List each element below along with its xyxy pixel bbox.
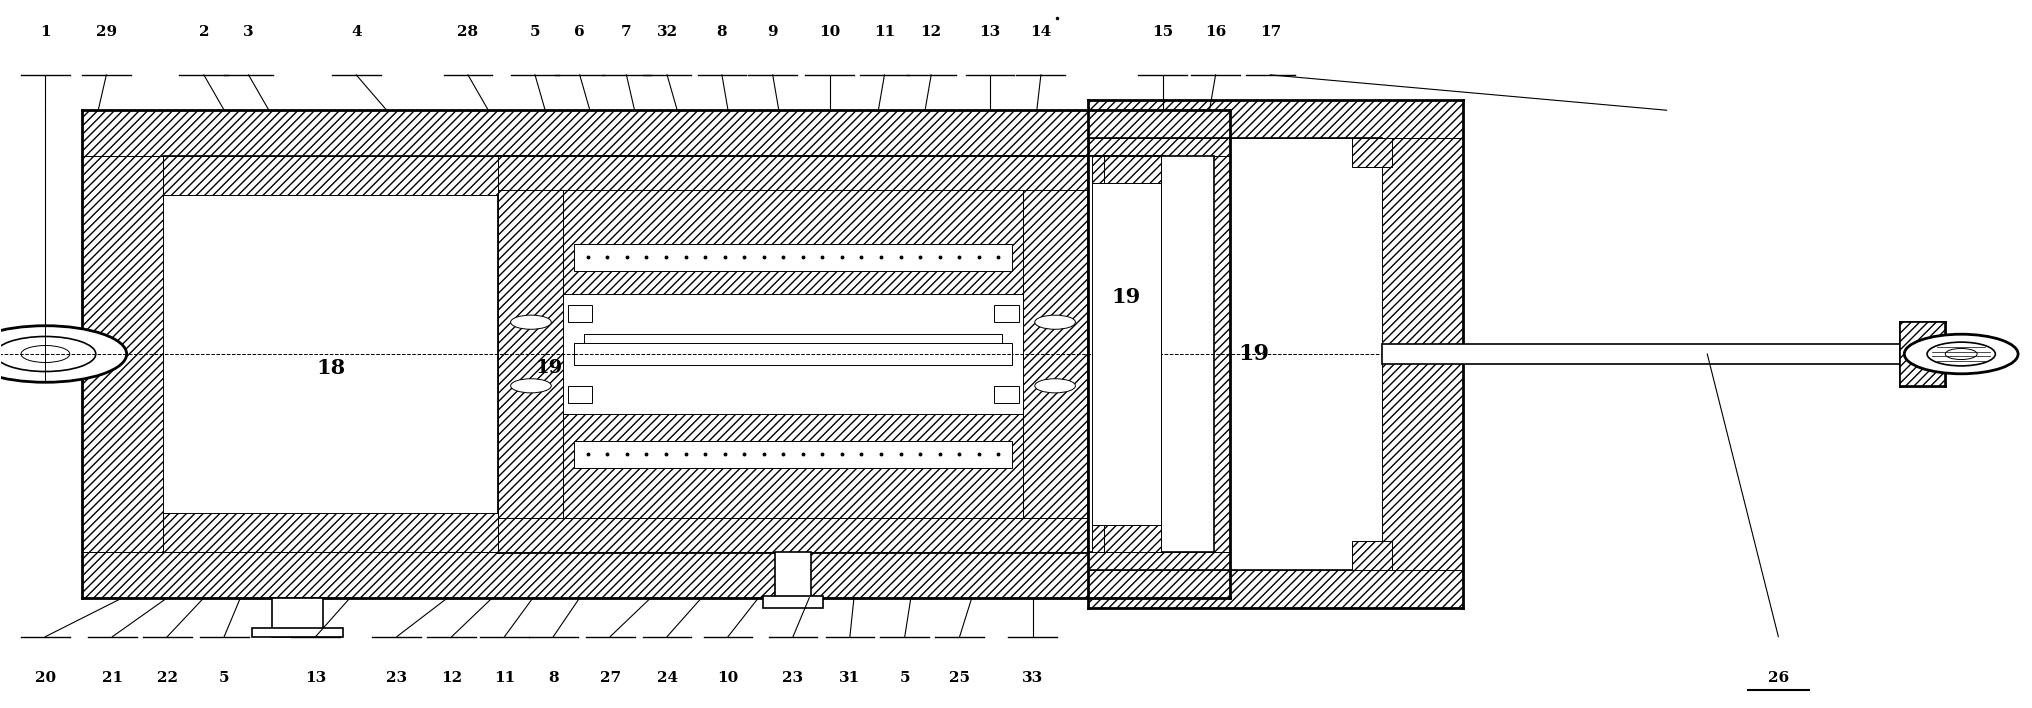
Bar <box>1022 190 1087 518</box>
Circle shape <box>1034 379 1075 393</box>
Text: 16: 16 <box>1205 25 1225 40</box>
Text: 8: 8 <box>715 25 727 40</box>
Text: 12: 12 <box>920 25 941 40</box>
Text: 23: 23 <box>386 670 406 685</box>
Circle shape <box>1926 342 1993 366</box>
Bar <box>498 518 1087 552</box>
Text: 32: 32 <box>656 25 677 40</box>
Text: 19: 19 <box>534 359 563 377</box>
Bar <box>994 304 1018 322</box>
Text: 15: 15 <box>1152 25 1172 40</box>
Bar <box>1091 156 1160 552</box>
Bar <box>1164 156 1229 552</box>
Circle shape <box>510 315 551 329</box>
Bar <box>272 598 323 636</box>
Text: 23: 23 <box>782 670 803 685</box>
Bar <box>498 156 1087 190</box>
Text: 29: 29 <box>96 25 118 40</box>
Bar <box>1087 569 1463 608</box>
Bar <box>81 552 1229 598</box>
Circle shape <box>1904 334 2018 374</box>
Bar <box>1900 322 1945 386</box>
Circle shape <box>0 336 96 372</box>
Bar <box>163 513 498 552</box>
Text: 24: 24 <box>656 670 677 685</box>
Circle shape <box>0 326 126 382</box>
Text: 10: 10 <box>717 670 738 685</box>
Bar <box>1382 344 1900 364</box>
Text: 17: 17 <box>1260 25 1280 40</box>
Text: 20: 20 <box>35 670 57 685</box>
Bar <box>1382 139 1463 569</box>
Bar <box>567 386 591 404</box>
Text: 12: 12 <box>441 670 461 685</box>
Text: 21: 21 <box>102 670 122 685</box>
Text: 8: 8 <box>549 670 559 685</box>
Circle shape <box>510 379 551 393</box>
Text: 31: 31 <box>839 670 860 685</box>
Text: 13: 13 <box>979 25 1000 40</box>
Text: 13: 13 <box>305 670 325 685</box>
Text: 11: 11 <box>494 670 514 685</box>
Text: 26: 26 <box>1768 670 1788 685</box>
Bar <box>563 414 1022 518</box>
Text: 19: 19 <box>1112 287 1140 307</box>
Text: 2: 2 <box>199 25 209 40</box>
Bar <box>81 110 1229 156</box>
Bar <box>1087 156 1213 552</box>
Bar <box>1103 156 1160 183</box>
Bar <box>583 334 1002 344</box>
Text: 1: 1 <box>41 25 51 40</box>
Bar <box>774 552 811 598</box>
Text: 27: 27 <box>599 670 620 685</box>
Bar <box>994 386 1018 404</box>
Text: 19: 19 <box>1237 343 1270 365</box>
Circle shape <box>1034 315 1075 329</box>
Text: 3: 3 <box>244 25 254 40</box>
Text: 14: 14 <box>1030 25 1051 40</box>
Circle shape <box>1904 334 2018 374</box>
Bar <box>252 628 343 636</box>
Bar <box>1103 525 1160 552</box>
Bar <box>1091 525 1148 552</box>
Text: 6: 6 <box>575 25 585 40</box>
Bar <box>1351 541 1392 569</box>
Text: 33: 33 <box>1022 670 1042 685</box>
Text: 5: 5 <box>898 670 910 685</box>
Bar <box>163 156 498 195</box>
Text: 11: 11 <box>874 25 894 40</box>
Bar <box>762 595 823 608</box>
Bar <box>567 304 591 322</box>
Circle shape <box>20 346 69 362</box>
Text: 22: 22 <box>156 670 177 685</box>
Text: 5: 5 <box>219 670 230 685</box>
Text: 18: 18 <box>317 358 345 378</box>
Bar <box>563 190 1022 294</box>
Circle shape <box>0 326 126 382</box>
Text: 7: 7 <box>622 25 632 40</box>
Bar <box>573 244 1012 271</box>
Circle shape <box>1945 348 1977 360</box>
Text: 4: 4 <box>352 25 362 40</box>
Bar <box>1087 100 1463 139</box>
Bar <box>583 350 1002 360</box>
Bar <box>81 156 163 552</box>
Text: 9: 9 <box>766 25 778 40</box>
Bar <box>1351 139 1392 167</box>
Bar <box>1091 156 1148 183</box>
Text: 5: 5 <box>530 25 541 40</box>
Text: 25: 25 <box>949 670 969 685</box>
Bar <box>498 190 563 518</box>
Bar <box>573 343 1012 365</box>
Text: 10: 10 <box>819 25 839 40</box>
Text: 28: 28 <box>457 25 478 40</box>
Bar <box>573 441 1012 468</box>
